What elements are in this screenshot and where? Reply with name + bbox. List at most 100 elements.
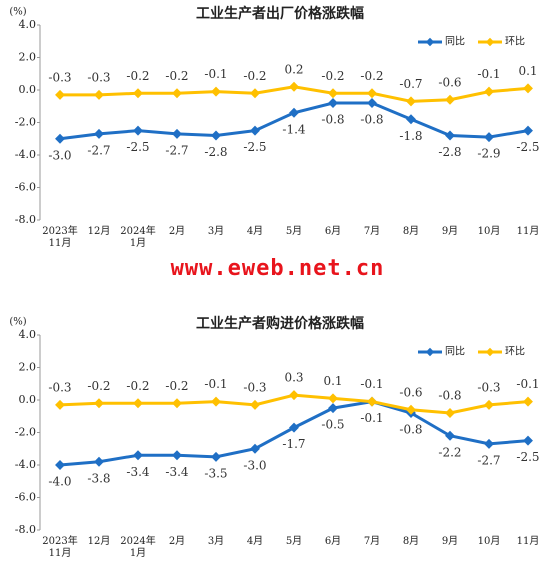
data-label: -0.6 <box>438 75 461 89</box>
legend-label: 环比 <box>505 346 525 358</box>
data-label: -2.8 <box>438 145 461 159</box>
data-point <box>172 88 182 99</box>
data-point <box>367 396 377 407</box>
y-tick-label: -6.0 <box>15 181 36 194</box>
x-tick-label: 5月 <box>285 226 303 237</box>
data-label: -0.7 <box>399 77 422 91</box>
y-axis-label: (%) <box>9 317 26 328</box>
data-point <box>445 430 455 441</box>
data-label: 0.3 <box>284 371 303 385</box>
y-tick-label: -8.0 <box>15 213 36 226</box>
data-label: -0.1 <box>477 67 500 81</box>
data-point <box>250 399 260 410</box>
data-label: -2.7 <box>477 453 500 467</box>
data-label: 0.1 <box>323 374 342 388</box>
data-point <box>523 435 533 446</box>
data-point <box>55 460 65 470</box>
legend-marker <box>425 37 435 47</box>
data-label: -0.8 <box>360 113 383 127</box>
data-point <box>367 98 377 108</box>
data-label: -2.5 <box>516 140 539 154</box>
y-tick-label: -4.0 <box>15 458 36 471</box>
y-tick-label: -6.0 <box>15 491 36 504</box>
x-tick-label: 4月 <box>246 226 264 237</box>
data-point <box>133 88 143 99</box>
x-tick-label: 12月 <box>87 226 111 237</box>
data-point <box>94 128 104 139</box>
data-point <box>250 443 260 454</box>
data-point <box>172 128 182 139</box>
watermark: www.eweb.net.cn <box>170 256 385 281</box>
chart-title: 工业生产者出厂价格涨跌幅 <box>196 5 364 22</box>
data-point <box>445 408 455 418</box>
data-label: -1.7 <box>282 437 305 451</box>
data-label: -0.3 <box>477 380 500 394</box>
data-point <box>484 399 494 410</box>
data-point <box>172 450 182 461</box>
x-tick-label: 10月 <box>477 226 501 237</box>
y-tick-label: -2.0 <box>15 116 36 129</box>
y-tick-label: 2.0 <box>19 51 37 64</box>
data-label: 0.1 <box>518 64 537 78</box>
x-tick-label: 2023年 11月 <box>42 536 78 559</box>
data-point <box>133 398 143 409</box>
data-label: -2.7 <box>87 143 110 157</box>
x-tick-label: 9月 <box>441 226 459 237</box>
data-point <box>250 125 260 136</box>
legend-marker <box>485 347 495 357</box>
data-point <box>523 83 533 94</box>
x-tick-label: 11月 <box>516 226 540 237</box>
data-label: -3.0 <box>48 148 71 162</box>
x-tick-label: 10月 <box>477 536 501 547</box>
y-tick-label: 2.0 <box>19 361 37 374</box>
x-tick-label: 9月 <box>441 536 459 547</box>
data-label: -2.8 <box>204 145 227 159</box>
legend-marker <box>485 37 495 47</box>
x-tick-label: 2月 <box>168 226 186 237</box>
data-label: -0.3 <box>48 70 71 84</box>
x-tick-label: 2月 <box>168 536 186 547</box>
data-label: -3.4 <box>165 465 189 479</box>
data-label: -3.8 <box>87 471 110 485</box>
data-point <box>94 398 104 409</box>
data-label: -0.2 <box>165 379 188 393</box>
data-label: -0.3 <box>243 380 266 394</box>
data-label: -2.2 <box>438 445 461 459</box>
y-tick-label: 4.0 <box>19 18 37 31</box>
data-point <box>289 422 299 433</box>
data-point <box>445 130 455 141</box>
data-label: -3.5 <box>204 466 227 480</box>
data-point <box>133 125 143 136</box>
data-point <box>211 396 221 407</box>
y-tick-label: 0.0 <box>19 393 37 406</box>
data-point <box>172 398 182 409</box>
y-tick-label: -4.0 <box>15 148 36 161</box>
data-label: -0.2 <box>321 69 344 83</box>
data-point <box>328 88 338 99</box>
y-tick-label: 4.0 <box>19 328 37 341</box>
data-point <box>211 130 221 141</box>
x-tick-label: 6月 <box>324 226 342 237</box>
data-point <box>484 86 494 97</box>
data-label: -0.1 <box>360 411 383 425</box>
data-label: -0.1 <box>204 377 227 391</box>
data-label: -2.5 <box>243 140 266 154</box>
data-label: -0.2 <box>126 379 149 393</box>
x-tick-label: 2023年 11月 <box>42 226 78 249</box>
data-point <box>406 114 416 125</box>
legend-marker <box>425 347 435 357</box>
data-point <box>484 132 494 143</box>
data-label: -2.9 <box>477 147 500 161</box>
data-point <box>367 88 377 99</box>
x-tick-label: 8月 <box>402 536 420 547</box>
x-tick-label: 11月 <box>516 536 540 547</box>
data-point <box>523 125 533 136</box>
legend-label: 环比 <box>505 36 525 48</box>
data-label: -0.1 <box>204 67 227 81</box>
y-axis-label: (%) <box>9 7 26 18</box>
x-tick-label: 12月 <box>87 536 111 547</box>
data-point <box>328 98 338 108</box>
data-point <box>289 390 299 401</box>
chart-title: 工业生产者购进价格涨跌幅 <box>196 315 364 332</box>
